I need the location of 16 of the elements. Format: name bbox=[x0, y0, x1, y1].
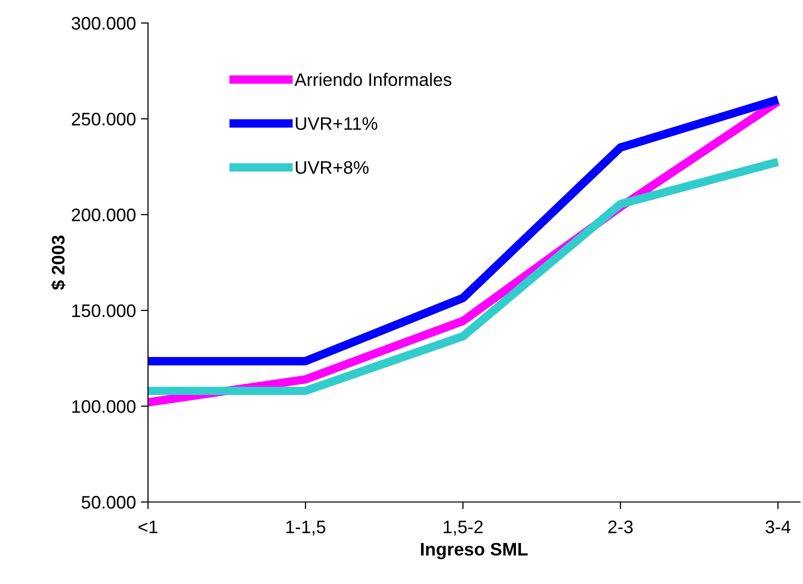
x-tick-label: 3-4 bbox=[766, 520, 790, 534]
legend-label: UVR+11% bbox=[296, 117, 378, 130]
x-tick-label: 1-1,5 bbox=[286, 520, 326, 536]
x-tick-label: <1 bbox=[138, 520, 158, 534]
y-tick-label: 150.000 bbox=[72, 304, 136, 318]
x-tick-label: 2-3 bbox=[608, 520, 633, 534]
legend-label: UVR+8% bbox=[296, 161, 369, 174]
y-tick-label: 300.000 bbox=[72, 16, 136, 30]
y-tick-label: 200.000 bbox=[72, 208, 136, 222]
y-tick-label: 50.000 bbox=[82, 496, 136, 509]
x-tick-label: 1,5-2 bbox=[444, 520, 483, 536]
x-axis-title: Ingreso SML bbox=[421, 542, 528, 560]
y-tick-label: 250.000 bbox=[72, 112, 136, 126]
y-tick-label: 100.000 bbox=[72, 400, 136, 413]
legend-label: Arriendo Informales bbox=[294, 72, 452, 86]
y-axis-title: $ 2003 bbox=[51, 236, 66, 290]
